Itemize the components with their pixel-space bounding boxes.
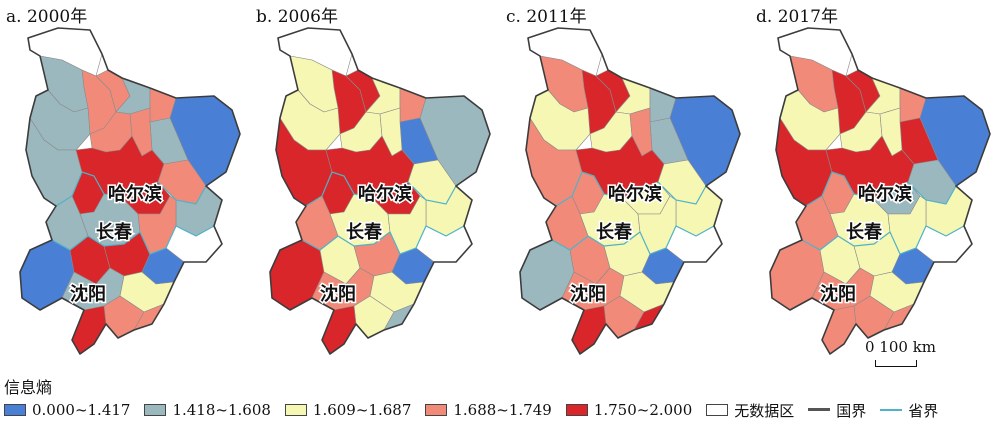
- scale-bar-label: 0 100 km: [865, 338, 937, 356]
- provincial-border: [45, 221, 215, 255]
- map-panel-2006: b. 2006年 哈尔滨长春沈阳: [250, 0, 500, 370]
- legend-swatch: [284, 404, 307, 416]
- map-panel-2017: d. 2017年 哈尔滨长春沈阳: [750, 0, 1000, 370]
- shenyang-label: 沈阳: [70, 283, 106, 305]
- harbin-label: 哈尔滨: [108, 183, 162, 205]
- map-panel-2000: a. 2000年 哈尔滨长春沈阳: [0, 0, 250, 370]
- national-border-line-icon: [808, 404, 831, 416]
- map-panel-2011: c. 2011年 哈尔滨长春沈阳: [500, 0, 750, 370]
- legend-swatch: [425, 404, 448, 416]
- national-border: [19, 27, 241, 355]
- harbin-label: 哈尔滨: [358, 183, 412, 205]
- legend-label: 1.750~2.000: [593, 401, 693, 419]
- changchun-label: 长春: [96, 221, 133, 243]
- changchun-label: 长春: [346, 221, 383, 243]
- legend-item-c3: 1.609~1.687: [284, 401, 412, 419]
- panel-label: b. 2006年: [256, 7, 338, 27]
- legend-swatch: [565, 404, 588, 416]
- changchun-label: 长春: [846, 221, 883, 243]
- provincial-border: [795, 221, 965, 255]
- legend-item-national-border: 国界: [808, 400, 866, 421]
- legend-label: 1.418~1.608: [172, 401, 271, 419]
- legend-swatch: [144, 404, 167, 416]
- legend-item-c1: 0.000~1.417: [4, 401, 130, 419]
- harbin-label: 哈尔滨: [858, 183, 912, 205]
- legend-item-c2: 1.418~1.608: [144, 401, 271, 419]
- legend-swatch: [706, 404, 729, 416]
- legend-item-provincial-border: 省界: [880, 400, 938, 421]
- shenyang-label: 沈阳: [320, 283, 356, 305]
- legend-item-c5: 1.750~2.000: [565, 401, 693, 419]
- provincial-border: [295, 221, 465, 255]
- legend-label: 省界: [908, 401, 939, 420]
- provincial-border: [545, 221, 715, 255]
- legend: 0.000~1.417 1.418~1.608 1.609~1.687 1.68…: [4, 399, 952, 421]
- panel-label: c. 2011年: [506, 7, 587, 27]
- legend-label: 国界: [836, 401, 867, 420]
- harbin-label: 哈尔滨: [608, 183, 662, 205]
- legend-label: 1.688~1.749: [453, 401, 552, 419]
- provincial-border: [793, 171, 957, 207]
- legend-title: 信息熵: [4, 378, 53, 397]
- national-border: [269, 27, 491, 355]
- legend-swatch: [4, 404, 26, 416]
- national-border: [519, 27, 741, 355]
- changchun-label: 长春: [596, 221, 633, 243]
- scale-bar-line: [875, 360, 917, 367]
- legend-label: 无数据区: [734, 401, 795, 420]
- shenyang-label: 沈阳: [570, 283, 606, 305]
- legend-item-nodata: 无数据区: [706, 400, 794, 421]
- provincial-border: [293, 171, 457, 207]
- provincial-border: [43, 171, 207, 207]
- legend-item-c4: 1.688~1.749: [425, 401, 552, 419]
- scale-bar: 0 100 km: [865, 338, 955, 372]
- legend-label: 1.609~1.687: [312, 401, 412, 419]
- national-border: [769, 27, 991, 355]
- provincial-border-line-icon: [880, 404, 903, 416]
- panel-label: d. 2017年: [756, 7, 838, 27]
- panel-label: a. 2000年: [6, 7, 88, 27]
- shenyang-label: 沈阳: [820, 283, 856, 305]
- legend-label: 0.000~1.417: [32, 401, 131, 419]
- provincial-border: [543, 171, 707, 207]
